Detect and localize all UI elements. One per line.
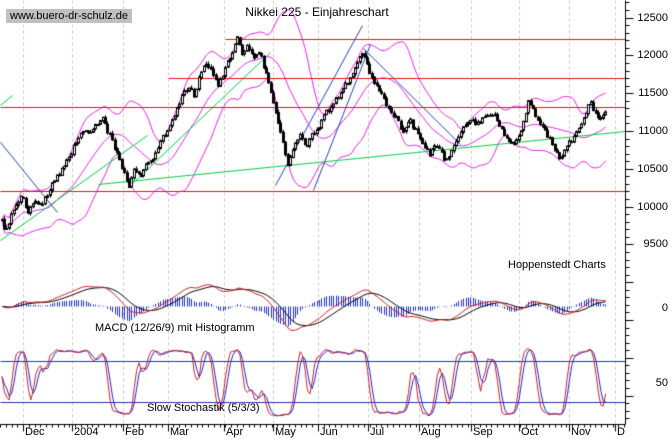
x-axis-label: Apr xyxy=(226,426,244,438)
x-axis-label: Mar xyxy=(170,426,189,438)
x-axis-label: Feb xyxy=(125,426,144,438)
indicator-axis-label: 50 xyxy=(655,377,668,389)
x-axis-label: Sep xyxy=(473,426,493,438)
x-axis-label: 2004 xyxy=(74,426,99,438)
x-axis-label: Nov xyxy=(571,426,591,438)
x-axis-label: Oct xyxy=(521,426,539,438)
chart-title: Nikkei 225 - Einjahreschart xyxy=(245,5,389,19)
y-axis-label: 12000 xyxy=(637,49,668,61)
y-axis-label: 11500 xyxy=(638,87,668,99)
y-axis-label: 11000 xyxy=(638,125,668,137)
x-axis-label: D xyxy=(617,426,625,438)
credit-label: Hoppenstedt Charts xyxy=(508,259,606,271)
macd-panel-label: MACD (12/26/9) mit Histogramm xyxy=(95,322,255,334)
y-axis-label: 9500 xyxy=(643,238,668,250)
y-axis-label: 12500 xyxy=(637,12,668,24)
x-axis-label: May xyxy=(275,426,296,438)
x-axis-label: Aug xyxy=(421,426,441,438)
stochastic-panel-label: Slow Stochastik (5/3/3) xyxy=(147,402,260,414)
x-axis-label: Jun xyxy=(320,426,338,438)
indicator-axis-label: 0 xyxy=(661,302,668,314)
watermark: www.buero-dr-schulz.de xyxy=(6,9,132,23)
x-axis-label: Jul xyxy=(370,426,385,438)
y-axis-label: 10500 xyxy=(637,163,668,175)
x-axis-label: Dec xyxy=(25,426,45,438)
y-axis-label: 10000 xyxy=(637,201,668,213)
